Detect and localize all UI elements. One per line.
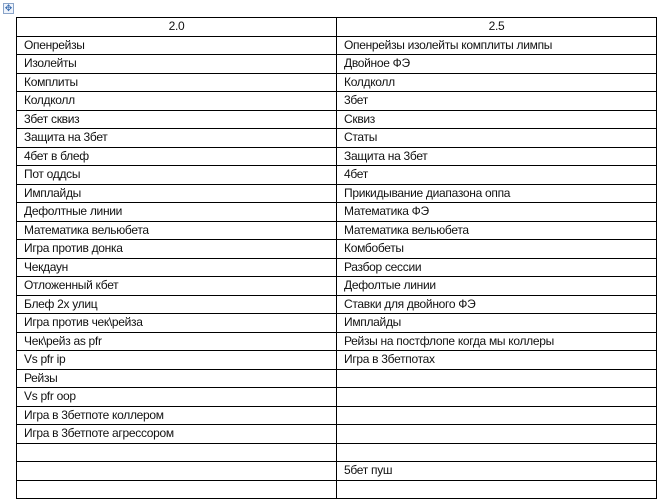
cell-2-5[interactable]: Игра в 3бетпотах (336, 350, 657, 370)
cell-2-5[interactable]: Двойное ФЭ (336, 54, 657, 74)
cell-2-0[interactable] (16, 479, 337, 499)
cell-2-0[interactable]: Игра в 3бетпоте коллером (16, 405, 337, 425)
cell-2-5[interactable] (336, 387, 657, 407)
table-row: Игра против донка Комбобеты (16, 239, 657, 259)
table-row: Блеф 2х улиц Ставки для двойного ФЭ (16, 294, 657, 314)
cell-2-5[interactable] (336, 405, 657, 425)
cell-2-5[interactable]: Имплайды (336, 313, 657, 333)
table-row: Чек\рейз as pfr Рейзы на постфлопе когда … (16, 331, 657, 351)
cell-2-0[interactable]: Пот оддсы (16, 165, 337, 185)
table-row: Игра в 3бетпоте коллером (16, 405, 657, 425)
cell-2-5[interactable] (336, 368, 657, 388)
cell-2-5[interactable]: Рейзы на постфлопе когда мы коллеры (336, 331, 657, 351)
table-row: Игра в 3бетпоте агрессором (16, 424, 657, 444)
table-row: Имплайды Прикидывание диапазона оппа (16, 183, 657, 203)
cell-2-0[interactable] (16, 461, 337, 481)
table-row: Игра против чек\рейза Имплайды (16, 313, 657, 333)
table-row: Математика вельюбета Математика вельюбета (16, 220, 657, 240)
cell-2-0[interactable]: Блеф 2х улиц (16, 294, 337, 314)
column-header-2-5: 2.5 (336, 17, 657, 37)
cell-2-0[interactable]: Рейзы (16, 368, 337, 388)
cell-2-0[interactable]: Математика вельюбета (16, 220, 337, 240)
cell-2-5[interactable]: Дефолтые линии (336, 276, 657, 296)
cell-2-0[interactable]: 3бет сквиз (16, 109, 337, 129)
cell-2-0[interactable]: Vs pfr ip (16, 350, 337, 370)
table-row: Опенрейзы Опенрейзы изолейты комплиты лим… (16, 35, 657, 55)
table-move-handle-icon[interactable]: ✥ (3, 3, 14, 14)
cell-2-5[interactable]: 3бет (336, 91, 657, 111)
cell-2-0[interactable] (16, 442, 337, 462)
cell-2-5[interactable] (336, 424, 657, 444)
cell-2-0[interactable]: Изолейты (16, 54, 337, 74)
table-row: Чекдаун Разбор сессии (16, 257, 657, 277)
cell-2-5[interactable]: Разбор сессии (336, 257, 657, 277)
table-row: 4бет в блеф Защита на 3бет (16, 146, 657, 166)
cell-2-5[interactable] (336, 442, 657, 462)
cell-2-5[interactable]: Статы (336, 128, 657, 148)
cell-2-5[interactable]: Прикидывание диапазона оппа (336, 183, 657, 203)
table-row: 5бет пуш (16, 461, 657, 481)
cell-2-0[interactable]: Колдколл (16, 91, 337, 111)
cell-2-0[interactable]: Игра против донка (16, 239, 337, 259)
column-header-2-0: 2.0 (16, 17, 337, 37)
cell-2-0[interactable]: Игра против чек\рейза (16, 313, 337, 333)
cell-2-5[interactable]: Сквиз (336, 109, 657, 129)
cell-2-5[interactable] (336, 479, 657, 499)
cell-2-5[interactable]: Защита на 3бет (336, 146, 657, 166)
cell-2-5[interactable]: 4бет (336, 165, 657, 185)
cell-2-0[interactable]: Чек\рейз as pfr (16, 331, 337, 351)
table-row: 3бет сквиз Сквиз (16, 109, 657, 129)
cell-2-5[interactable]: Колдколл (336, 72, 657, 92)
cell-2-5[interactable]: Математика вельюбета (336, 220, 657, 240)
cell-2-5[interactable]: Ставки для двойного ФЭ (336, 294, 657, 314)
table-row: Отложенный кбет Дефолтые линии (16, 276, 657, 296)
cell-2-0[interactable]: Опенрейзы (16, 35, 337, 55)
topics-table: 2.0 2.5 Опенрейзы Опенрейзы изолейты комп… (16, 17, 657, 499)
cell-2-0[interactable]: Игра в 3бетпоте агрессором (16, 424, 337, 444)
cell-2-0[interactable]: Имплайды (16, 183, 337, 203)
cell-2-5[interactable]: Опенрейзы изолейты комплиты лимпы (336, 35, 657, 55)
cell-2-5[interactable]: Математика ФЭ (336, 202, 657, 222)
table-row: Изолейты Двойное ФЭ (16, 54, 657, 74)
table-row: Колдколл 3бет (16, 91, 657, 111)
table-header-row: 2.0 2.5 (16, 17, 657, 37)
table-row: Комплиты Колдколл (16, 72, 657, 92)
table-row: Рейзы (16, 368, 657, 388)
cell-2-0[interactable]: Vs pfr oop (16, 387, 337, 407)
cell-2-0[interactable]: Чекдаун (16, 257, 337, 277)
table-row (16, 442, 657, 462)
cell-2-5[interactable]: Комбобеты (336, 239, 657, 259)
cell-2-0[interactable]: Комплиты (16, 72, 337, 92)
cell-2-5[interactable]: 5бет пуш (336, 461, 657, 481)
table-row: Дефолтные линии Математика ФЭ (16, 202, 657, 222)
cell-2-0[interactable]: Отложенный кбет (16, 276, 337, 296)
table-row (16, 479, 657, 499)
table-row: Пот оддсы 4бет (16, 165, 657, 185)
table-row: Vs pfr oop (16, 387, 657, 407)
cell-2-0[interactable]: 4бет в блеф (16, 146, 337, 166)
cell-2-0[interactable]: Защита на 3бет (16, 128, 337, 148)
table-row: Защита на 3бет Статы (16, 128, 657, 148)
cell-2-0[interactable]: Дефолтные линии (16, 202, 337, 222)
table-row: Vs pfr ip Игра в 3бетпотах (16, 350, 657, 370)
